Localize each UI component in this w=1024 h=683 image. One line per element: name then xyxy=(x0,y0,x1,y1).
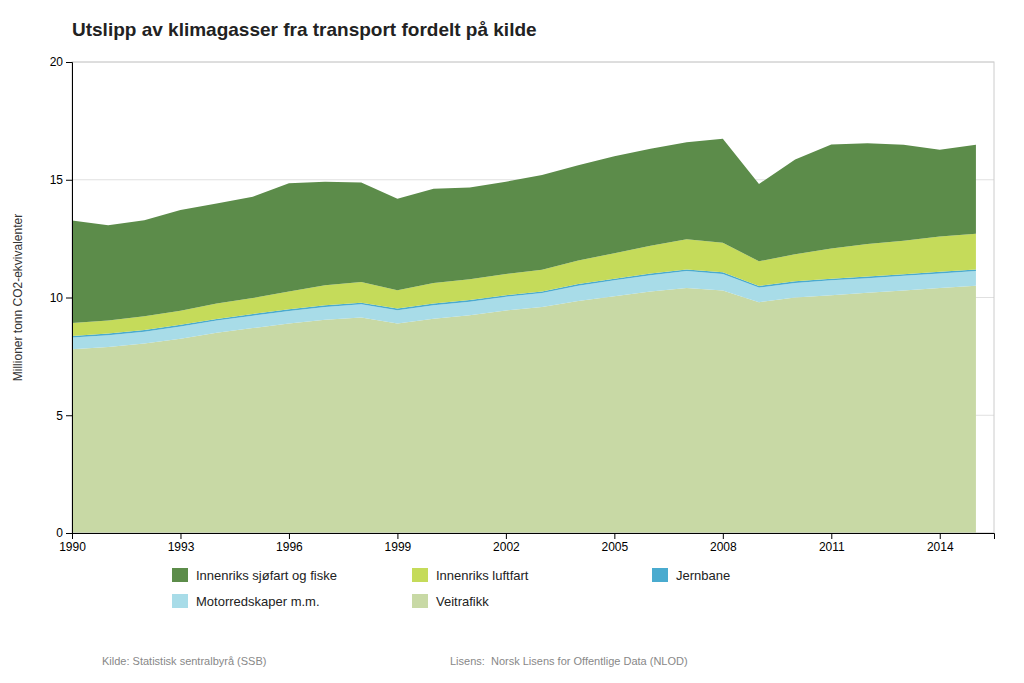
legend-item: Innenriks sjøfart og fiske xyxy=(172,568,337,583)
tick-mark xyxy=(506,533,507,539)
tick: 2005 xyxy=(602,533,629,554)
tick: 1993 xyxy=(168,533,195,554)
legend-label: Veitrafikk xyxy=(436,594,489,609)
tick-label: 20 xyxy=(50,55,64,69)
tick: 2002 xyxy=(493,533,520,554)
annotation: Kilde: Statistisk sentralbyrå (SSB) xyxy=(102,655,266,667)
legend: Innenriks sjøfart og fiske Innenriks luft… xyxy=(172,568,730,609)
legend-swatch xyxy=(412,594,428,608)
tick-label: 1993 xyxy=(168,540,195,554)
tick: 2014 xyxy=(927,533,954,554)
tick-label: 2005 xyxy=(602,540,629,554)
y-axis: 0 5 10 15 20 xyxy=(50,55,73,540)
legend-label: Jernbane xyxy=(676,568,730,583)
tick: 1990 xyxy=(59,533,86,554)
axis-line xyxy=(66,63,73,534)
tick-label: 1996 xyxy=(276,540,303,554)
plot: 1990 1993 1996 1999 2002 2005 2008 2011 2014 0 5 10… xyxy=(50,55,995,553)
tick-mark xyxy=(940,533,941,539)
tick-label: 15 xyxy=(50,173,64,187)
x-axis: 1990 1993 1996 1999 2002 2005 2008 2011 2014 xyxy=(59,533,994,554)
legend-swatch xyxy=(652,568,668,582)
tick-label: 2011 xyxy=(819,540,845,554)
title: Utslipp av klimagasser fra transport for… xyxy=(72,19,537,40)
legend-item: Veitrafikk xyxy=(412,594,489,609)
area xyxy=(72,139,976,323)
tick-label: 1990 xyxy=(59,540,86,554)
tick-mark xyxy=(723,533,724,539)
tick: 20 xyxy=(50,55,72,69)
tick-mark xyxy=(66,62,72,63)
axis-title: Millioner tonn CO2-ekvivalenter xyxy=(11,214,25,381)
legend-item: Jernbane xyxy=(652,568,730,583)
tick: 10 xyxy=(50,291,72,305)
tick-label: 2002 xyxy=(493,540,520,554)
legend-swatch xyxy=(172,568,188,582)
legend-label: Motorredskaper m.m. xyxy=(196,594,320,609)
tick-label: 1999 xyxy=(385,540,412,554)
tick-label: 2008 xyxy=(710,540,737,554)
axis-line xyxy=(73,534,995,540)
tick-mark xyxy=(66,180,72,181)
tick-mark xyxy=(831,533,832,539)
tick-mark xyxy=(66,298,72,299)
tick: 2011 xyxy=(819,533,845,554)
tick: 2008 xyxy=(710,533,737,554)
tick: 0 xyxy=(56,526,72,540)
tick-mark xyxy=(397,533,398,539)
plot-frame xyxy=(72,62,994,533)
tick-mark xyxy=(614,533,615,539)
chart: 1990 1993 1996 1999 2002 2005 2008 2011 2014 0 5 10… xyxy=(0,0,1024,683)
tick: 1996 xyxy=(276,533,303,554)
tick: 1999 xyxy=(385,533,412,554)
tick-mark xyxy=(66,533,72,534)
tick-mark xyxy=(180,533,181,539)
legend-swatch xyxy=(412,568,428,582)
tick-label: 2014 xyxy=(927,540,954,554)
legend-label: Innenriks sjøfart og fiske xyxy=(196,568,337,583)
tick: 5 xyxy=(56,409,72,423)
areas xyxy=(72,139,976,533)
grid xyxy=(72,62,994,533)
legend-item: Innenriks luftfart xyxy=(412,568,529,583)
annotation: Lisens: Norsk Lisens for Offentlige Data… xyxy=(450,655,688,667)
legend-swatch xyxy=(172,594,188,608)
tick: 15 xyxy=(50,173,72,187)
tick-label: 10 xyxy=(50,291,64,305)
tick-label: 5 xyxy=(56,409,63,423)
legend-item: Motorredskaper m.m. xyxy=(172,594,320,609)
tick-mark xyxy=(66,415,72,416)
tick-mark xyxy=(289,533,290,539)
tick-label: 0 xyxy=(56,526,63,540)
legend-label: Innenriks luftfart xyxy=(436,568,529,583)
